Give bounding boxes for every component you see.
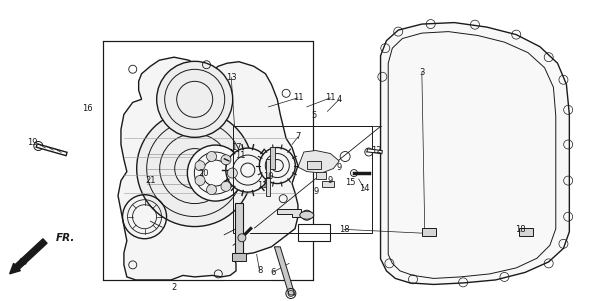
Text: 8: 8 — [257, 266, 263, 275]
Text: 6: 6 — [270, 268, 276, 277]
Circle shape — [227, 168, 237, 178]
Text: 15: 15 — [345, 178, 355, 187]
Bar — [322, 181, 333, 187]
Bar — [267, 159, 270, 177]
Bar — [422, 228, 436, 236]
Circle shape — [195, 161, 205, 171]
Circle shape — [188, 145, 243, 201]
Circle shape — [195, 175, 205, 185]
Polygon shape — [277, 209, 301, 217]
Circle shape — [206, 185, 217, 195]
Bar — [307, 161, 321, 169]
Text: 17: 17 — [231, 143, 241, 152]
Bar — [267, 178, 270, 196]
Polygon shape — [118, 57, 298, 280]
Circle shape — [221, 182, 231, 191]
Text: 11: 11 — [257, 181, 268, 190]
Text: 18: 18 — [339, 225, 349, 234]
Text: 11: 11 — [235, 150, 246, 160]
Text: 18: 18 — [515, 225, 526, 234]
Circle shape — [259, 147, 296, 184]
FancyArrow shape — [9, 239, 47, 274]
Bar — [235, 203, 243, 253]
Text: 16: 16 — [82, 104, 93, 113]
Circle shape — [157, 61, 232, 137]
Text: 14: 14 — [359, 184, 369, 193]
Circle shape — [221, 155, 231, 165]
Text: 21: 21 — [145, 176, 156, 185]
Text: FR.: FR. — [56, 233, 76, 243]
Bar — [270, 147, 275, 169]
Polygon shape — [274, 247, 295, 295]
Bar — [519, 228, 533, 236]
Text: 2: 2 — [172, 283, 176, 292]
Text: 19: 19 — [27, 138, 38, 147]
Text: 13: 13 — [226, 73, 237, 82]
Text: 11: 11 — [293, 93, 303, 102]
Text: 20: 20 — [198, 169, 209, 178]
Bar — [233, 126, 372, 233]
Bar — [232, 253, 246, 261]
Bar — [316, 172, 326, 178]
Text: 9: 9 — [337, 163, 342, 172]
Circle shape — [238, 234, 246, 242]
Polygon shape — [298, 224, 330, 241]
Circle shape — [137, 110, 253, 227]
Polygon shape — [381, 23, 569, 284]
Text: 5: 5 — [312, 111, 317, 120]
Text: 3: 3 — [419, 68, 425, 77]
Circle shape — [226, 148, 270, 192]
Ellipse shape — [300, 211, 314, 219]
Text: 9: 9 — [313, 187, 318, 196]
Text: 10: 10 — [263, 172, 274, 181]
Text: 7: 7 — [295, 132, 301, 141]
Text: 12: 12 — [371, 146, 382, 155]
Text: 9: 9 — [328, 176, 333, 185]
Text: 11: 11 — [325, 93, 336, 102]
Polygon shape — [298, 150, 339, 173]
Circle shape — [206, 151, 217, 162]
Bar — [103, 41, 313, 280]
Text: 4: 4 — [337, 95, 342, 104]
